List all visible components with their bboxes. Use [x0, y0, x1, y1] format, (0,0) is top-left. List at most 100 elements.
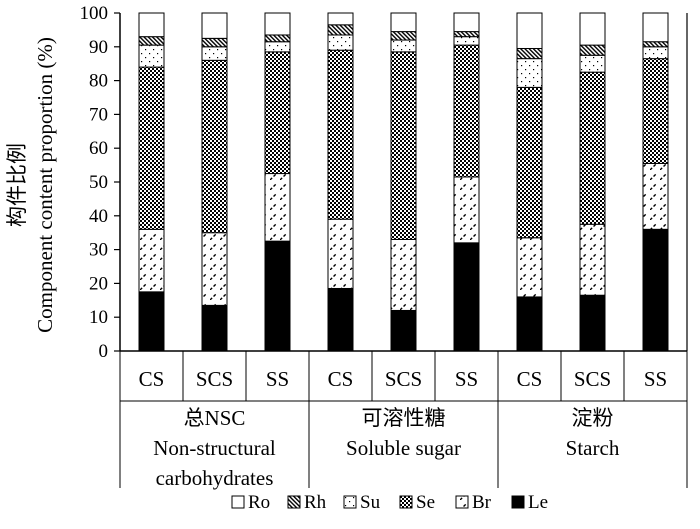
bar-segment-se — [264, 51, 291, 175]
legend-swatch-le — [511, 495, 525, 509]
bar-segment-rh — [138, 36, 165, 46]
bar-segment-le — [579, 294, 606, 352]
bar-segment-su — [453, 36, 480, 46]
y-tick-label: 20 — [89, 273, 108, 294]
y-tick-label: 10 — [89, 307, 108, 328]
bar-segment-rh — [579, 44, 606, 56]
y-axis: 0 10 20 30 40 50 60 70 80 90 100 — [80, 3, 120, 362]
bar-segment-ro — [327, 12, 354, 26]
bar-segment-br — [516, 237, 543, 298]
bar-segment-rh — [453, 31, 480, 38]
bar-segment-br — [138, 228, 165, 293]
bar-segment-br — [201, 232, 228, 306]
group-label-en-line1: Starch — [566, 436, 620, 460]
bar-segment-rh — [390, 31, 417, 41]
bar-segment-su — [642, 46, 669, 60]
y-tick-label: 90 — [89, 37, 108, 58]
y-tick-label: 50 — [89, 172, 108, 193]
group-label-cn: 淀粉 — [572, 406, 614, 430]
bar-segment-su — [390, 39, 417, 53]
bar-segment-ro — [579, 12, 606, 46]
bar-segment-br — [264, 173, 291, 242]
bar-segment-su — [138, 44, 165, 68]
bar-segment-ro — [516, 12, 543, 49]
y-axis-label: Component content proportion (%) 构件比例 — [5, 37, 57, 333]
bar-segment-br — [327, 218, 354, 289]
bar-segment-br — [579, 223, 606, 296]
group-label-cn: 总NSC — [184, 406, 246, 430]
bar-segment-su — [264, 41, 291, 53]
x-axis-categories: CS SCS SS CS SCS SS CS SCS SS — [119, 351, 688, 488]
legend: Ro Rh Su Se Br Le — [231, 492, 548, 513]
y-axis-label-en: Component content proportion (%) — [33, 37, 57, 333]
legend-label-su: Su — [360, 492, 381, 513]
bar-segment-se — [516, 86, 543, 239]
bar-segment-le — [516, 296, 543, 352]
bar-segment-se — [201, 59, 228, 234]
group-label-en-line1: Non-structural — [153, 436, 276, 460]
y-tick-label: 30 — [89, 240, 108, 261]
y-tick-label: 0 — [99, 341, 109, 362]
bar-segment-le — [138, 291, 165, 352]
y-tick-label: 80 — [89, 71, 108, 92]
bar-segment-se — [138, 66, 165, 230]
bar-segment-le — [642, 228, 669, 352]
group-label-en-line2: carbohydrates — [156, 466, 274, 490]
x-category-label: SS — [455, 367, 478, 391]
group-label-cn: 可溶性糖 — [362, 406, 446, 430]
bar-area — [138, 12, 669, 352]
bar-segment-se — [579, 71, 606, 225]
legend-label-br: Br — [472, 492, 492, 513]
x-category-label: SS — [644, 367, 667, 391]
x-category-label: SS — [266, 367, 289, 391]
bar-segment-su — [579, 54, 606, 73]
bar-segment-rh — [327, 24, 354, 36]
bar-segment-ro — [453, 12, 480, 33]
legend-swatch-rh — [287, 495, 301, 509]
bar-segment-ro — [390, 12, 417, 33]
x-axis-groups: 总NSC Non-structural carbohydrates 可溶性糖 Solub… — [153, 406, 620, 490]
x-category-label: SCS — [574, 367, 611, 391]
bar-segment-ro — [201, 12, 228, 39]
bar-segment-se — [327, 49, 354, 220]
legend-label-le: Le — [528, 492, 548, 513]
bar-segment-su — [327, 34, 354, 51]
x-category-label: CS — [517, 367, 543, 391]
bar-segment-rh — [516, 47, 543, 60]
bar-segment-le — [327, 287, 354, 352]
axis-frame — [119, 13, 688, 402]
bar-segment-se — [642, 58, 669, 164]
bar-segment-se — [390, 51, 417, 240]
x-category-label: CS — [139, 367, 165, 391]
bar-segment-rh — [201, 37, 228, 48]
bar-segment-ro — [138, 12, 165, 38]
bar-segment-su — [516, 58, 543, 88]
bar-segment-le — [264, 240, 291, 352]
legend-label-ro: Ro — [248, 492, 270, 513]
y-tick-label: 60 — [89, 138, 108, 159]
legend-swatch-br — [455, 495, 469, 509]
legend-swatch-su — [343, 495, 357, 509]
legend-label-rh: Rh — [304, 492, 327, 513]
bar-segment-rh — [264, 34, 291, 43]
bar-segment-br — [642, 162, 669, 230]
bar-segment-br — [390, 238, 417, 311]
x-category-label: CS — [328, 367, 354, 391]
group-label-en-line1: Soluble sugar — [346, 436, 461, 460]
legend-swatch-se — [399, 495, 413, 509]
bar-segment-le — [201, 304, 228, 352]
x-category-label: SCS — [196, 367, 233, 391]
y-tick-label: 100 — [80, 3, 109, 24]
bar-segment-se — [453, 44, 480, 178]
legend-label-se: Se — [416, 492, 435, 513]
bar-segment-ro — [642, 12, 669, 43]
bar-segment-rh — [642, 41, 669, 48]
bar-segment-le — [453, 242, 480, 352]
bar-segment-su — [201, 46, 228, 61]
x-category-label: SCS — [385, 367, 422, 391]
y-axis-label-cn: 构件比例 — [5, 143, 29, 227]
bar-segment-br — [453, 176, 480, 244]
legend-swatch-ro — [231, 495, 245, 509]
bar-segment-le — [390, 309, 417, 352]
